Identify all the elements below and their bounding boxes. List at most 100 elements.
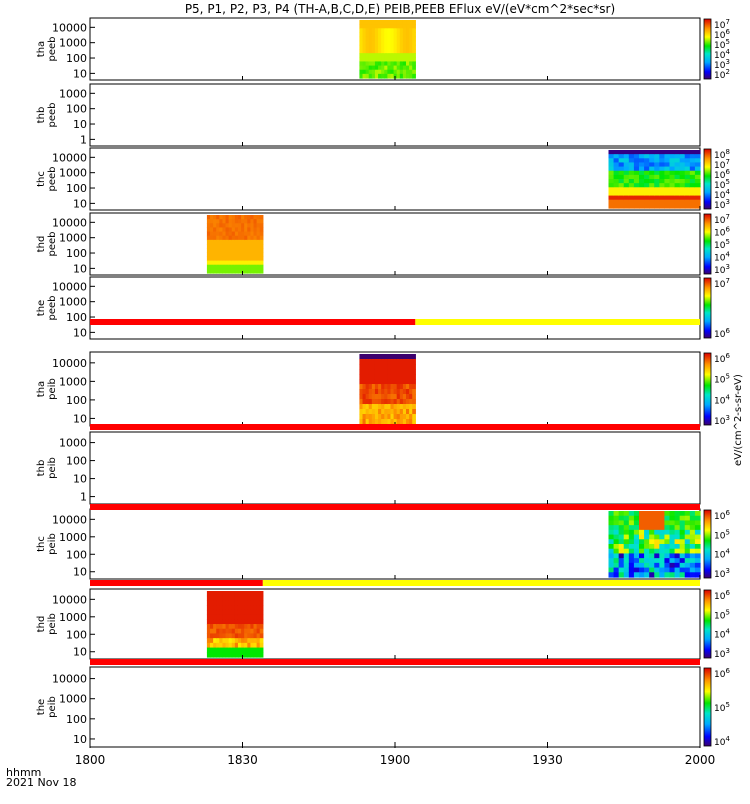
heatmap-cell xyxy=(633,553,640,559)
heatmap-cell xyxy=(628,191,635,197)
heatmap-cell xyxy=(384,374,388,380)
heatmap-cell xyxy=(219,600,224,606)
heatmap-cell xyxy=(219,244,224,249)
heatmap-cell xyxy=(368,65,373,71)
heatmap-cell xyxy=(608,174,615,180)
heatmap-cell xyxy=(684,567,691,573)
heatmap-cell xyxy=(234,248,239,253)
y-axis-label: peib xyxy=(47,457,58,479)
heatmap-cell xyxy=(237,633,242,639)
heatmap-cell xyxy=(210,239,214,245)
heatmap-cell xyxy=(390,65,395,71)
heatmap-cell xyxy=(399,359,404,365)
heatmap-cell xyxy=(628,195,635,201)
heatmap-cell xyxy=(237,223,242,229)
heatmap-cell xyxy=(412,57,416,63)
heatmap-cell xyxy=(237,605,242,611)
heatmap-cell xyxy=(694,158,701,164)
heatmap-cell xyxy=(608,520,615,526)
heatmap-cell xyxy=(608,534,615,540)
heatmap-cell xyxy=(222,652,227,658)
heatmap-cell xyxy=(216,235,220,241)
heatmap-cell xyxy=(222,248,227,253)
heatmap-cell xyxy=(228,609,233,616)
heatmap-cell xyxy=(362,394,367,400)
y-axis-label: the xyxy=(36,699,47,715)
heatmap-cell xyxy=(628,515,635,522)
heatmap-cell xyxy=(694,548,701,555)
heatmap-cell xyxy=(649,529,655,536)
status-bar-tha-peib xyxy=(90,424,700,430)
heatmap-cell xyxy=(628,158,635,164)
heatmap-cell xyxy=(365,369,370,375)
heatmap-cell xyxy=(365,374,370,380)
heatmap-cell xyxy=(225,642,230,649)
heatmap-cell xyxy=(639,195,645,201)
heatmap-cell xyxy=(241,647,245,653)
heatmap-cell xyxy=(669,195,676,201)
heatmap-cell xyxy=(213,227,217,233)
y-tick-label: 1000 xyxy=(59,167,87,180)
heatmap-cell xyxy=(213,591,217,597)
heatmap-cell xyxy=(256,600,261,606)
heatmap-cell xyxy=(402,44,407,50)
heatmap-cell xyxy=(406,394,410,400)
heatmap-cell xyxy=(365,57,370,63)
heatmap-cell xyxy=(256,227,261,233)
heatmap-cell xyxy=(387,57,392,63)
heatmap-cell xyxy=(390,44,395,50)
heatmap-cell xyxy=(406,384,410,390)
heatmap-cell xyxy=(362,379,367,385)
heatmap-cell xyxy=(654,191,660,197)
heatmap-cell xyxy=(399,44,404,50)
heatmap-cell xyxy=(399,384,404,390)
heatmap-cell xyxy=(406,369,410,375)
heatmap-cell xyxy=(374,24,379,29)
heatmap-cell xyxy=(628,179,635,184)
heatmap-cell xyxy=(649,150,655,155)
heatmap-cell xyxy=(244,223,248,229)
heatmap-cell xyxy=(210,652,214,658)
heatmap-cell xyxy=(253,256,258,262)
heatmap-cell xyxy=(409,69,413,75)
heatmap-cell xyxy=(669,553,676,559)
heatmap-cell xyxy=(674,511,681,517)
heatmap-cell xyxy=(250,248,255,253)
y-axis-label: tha xyxy=(36,381,47,397)
heatmap-cell xyxy=(412,419,416,425)
heatmap-cell xyxy=(362,369,367,375)
y-tick-label: 10000 xyxy=(52,357,87,370)
heatmap-cell xyxy=(412,384,416,390)
heatmap-cell xyxy=(664,183,671,188)
heatmap-cell xyxy=(378,364,382,370)
colorbar-tick-label: 103 xyxy=(714,567,730,580)
heatmap-cell xyxy=(234,638,239,644)
heatmap-cell xyxy=(259,215,264,220)
heatmap-cell xyxy=(378,354,382,360)
heatmap-cell xyxy=(684,544,691,550)
heatmap-cell xyxy=(618,187,625,193)
heatmap-cell xyxy=(679,162,686,168)
heatmap-cell xyxy=(396,36,401,42)
heatmap-cell xyxy=(608,539,615,545)
heatmap-cell xyxy=(633,562,640,569)
heatmap-cell xyxy=(674,548,681,555)
heatmap-cell xyxy=(213,638,217,644)
heatmap-cell xyxy=(206,239,211,245)
heatmap-cell xyxy=(399,394,404,400)
heatmap-cell xyxy=(244,600,248,606)
heatmap-cell xyxy=(613,166,620,172)
heatmap-cell xyxy=(644,534,650,540)
heatmap-thc-peib xyxy=(608,511,701,578)
heatmap-cell xyxy=(387,49,392,54)
heatmap-cell xyxy=(628,544,635,550)
y-axis-label: the xyxy=(36,300,47,316)
heatmap-cell xyxy=(396,374,401,380)
heatmap-cell xyxy=(253,231,258,237)
heatmap-cell xyxy=(623,183,630,188)
status-bar-thc-peib xyxy=(90,580,700,586)
heatmap-cell xyxy=(234,239,239,245)
heatmap-cell xyxy=(368,369,373,375)
heatmap-cell xyxy=(222,215,227,220)
heatmap-cell xyxy=(613,183,620,188)
